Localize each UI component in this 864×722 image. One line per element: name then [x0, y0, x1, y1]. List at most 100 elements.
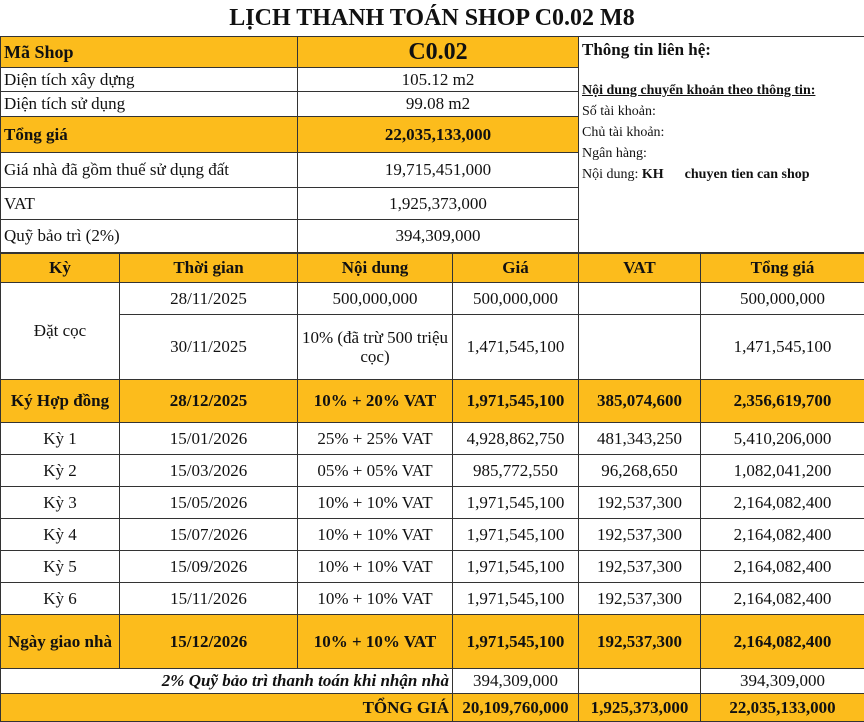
cell: 192,537,300 [579, 487, 701, 519]
column-header: Tổng giá [701, 254, 864, 283]
cell: 10% + 20% VAT [298, 380, 453, 423]
maintenance-vat [579, 669, 701, 694]
shop-code-value: C0.02 [298, 37, 579, 68]
cell: 10% + 10% VAT [298, 583, 453, 615]
cell: 1,971,545,100 [453, 615, 579, 669]
cell: 1,082,041,200 [701, 455, 864, 487]
cell: 192,537,300 [579, 583, 701, 615]
cell: 192,537,300 [579, 519, 701, 551]
cell: 1,971,545,100 [453, 380, 579, 423]
cell: 192,537,300 [579, 551, 701, 583]
cell: 05% + 05% VAT [298, 455, 453, 487]
total-label: Tổng giá [1, 117, 298, 153]
cell: 385,074,600 [579, 380, 701, 423]
cell: 10% (đã trừ 500 triệu cọc) [298, 315, 453, 380]
grand-total-vat: 1,925,373,000 [579, 694, 701, 722]
column-header: Thời gian [120, 254, 298, 283]
cell: Ngày giao nhà [1, 615, 120, 669]
cell: 96,268,650 [579, 455, 701, 487]
cell: 15/07/2026 [120, 519, 298, 551]
cell: 500,000,000 [453, 283, 579, 315]
summary-value: 19,715,451,000 [298, 153, 579, 188]
cell: Kỳ 2 [1, 455, 120, 487]
cell: 15/01/2026 [120, 423, 298, 455]
cell: 10% + 10% VAT [298, 615, 453, 669]
cell: 5,410,206,000 [701, 423, 864, 455]
summary-label: Giá nhà đã gồm thuế sử dụng đất [1, 153, 298, 188]
cell: 15/09/2026 [120, 551, 298, 583]
page-title: LỊCH THANH TOÁN SHOP C0.02 M8 [0, 0, 864, 36]
contact-info: Thông tin liên hệ: Nội dung chuyển khoản… [579, 37, 864, 253]
cell: 1,971,545,100 [453, 487, 579, 519]
column-header: Nội dung [298, 254, 453, 283]
contact-heading: Thông tin liên hệ: [582, 39, 861, 60]
cell: 1,971,545,100 [453, 583, 579, 615]
summary-label: Quỹ bảo trì (2%) [1, 220, 298, 253]
cell: Kỳ 1 [1, 423, 120, 455]
summary-label: Diện tích sử dụng [1, 92, 298, 117]
bank: Ngân hàng: [582, 143, 861, 164]
cell: 2,164,082,400 [701, 615, 864, 669]
cell: 28/12/2025 [120, 380, 298, 423]
cell: 15/11/2026 [120, 583, 298, 615]
cell: 15/12/2026 [120, 615, 298, 669]
grand-total-price: 20,109,760,000 [453, 694, 579, 722]
maintenance-label: 2% Quỹ bảo trì thanh toán khi nhận nhà [1, 669, 453, 694]
cell: 2,164,082,400 [701, 487, 864, 519]
cell: 4,928,862,750 [453, 423, 579, 455]
transfer-content: Nội dung: KH chuyen tien can shop [582, 164, 861, 185]
cell: 2,164,082,400 [701, 519, 864, 551]
summary-value: 99.08 m2 [298, 92, 579, 117]
cell: 1,471,545,100 [701, 315, 864, 380]
cell: 10% + 10% VAT [298, 551, 453, 583]
cell: 985,772,550 [453, 455, 579, 487]
cell: 500,000,000 [298, 283, 453, 315]
column-header: Giá [453, 254, 579, 283]
cell: 2,164,082,400 [701, 583, 864, 615]
cell: Kỳ 6 [1, 583, 120, 615]
summary-value: 1,925,373,000 [298, 188, 579, 220]
total-value: 22,035,133,000 [298, 117, 579, 153]
summary-label: Diện tích xây dựng [1, 68, 298, 92]
summary-value: 105.12 m2 [298, 68, 579, 92]
cell: 2,164,082,400 [701, 551, 864, 583]
cell: 1,471,545,100 [453, 315, 579, 380]
cell: 10% + 10% VAT [298, 487, 453, 519]
account-number: Số tài khoản: [582, 101, 861, 122]
shop-code-label: Mã Shop [1, 37, 298, 68]
column-header: VAT [579, 254, 701, 283]
cell: Kỳ 4 [1, 519, 120, 551]
maintenance-total: 394,309,000 [701, 669, 864, 694]
account-holder: Chủ tài khoản: [582, 122, 861, 143]
cell: Kỳ 3 [1, 487, 120, 519]
deposit-label: Đặt cọc [1, 283, 120, 380]
cell: Ký Hợp đồng [1, 380, 120, 423]
cell: Kỳ 5 [1, 551, 120, 583]
cell: 25% + 25% VAT [298, 423, 453, 455]
cell: 192,537,300 [579, 615, 701, 669]
summary-label: VAT [1, 188, 298, 220]
cell: 1,971,545,100 [453, 551, 579, 583]
grand-total-label: TỔNG GIÁ [1, 694, 453, 722]
cell: 2,356,619,700 [701, 380, 864, 423]
column-header: Kỳ [1, 254, 120, 283]
cell: 28/11/2025 [120, 283, 298, 315]
cell: 30/11/2025 [120, 315, 298, 380]
cell: 10% + 10% VAT [298, 519, 453, 551]
cell [579, 283, 701, 315]
transfer-heading: Nội dung chuyển khoản theo thông tin: [582, 80, 861, 101]
summary-value: 394,309,000 [298, 220, 579, 253]
maintenance-price: 394,309,000 [453, 669, 579, 694]
cell: 15/05/2026 [120, 487, 298, 519]
cell: 15/03/2026 [120, 455, 298, 487]
